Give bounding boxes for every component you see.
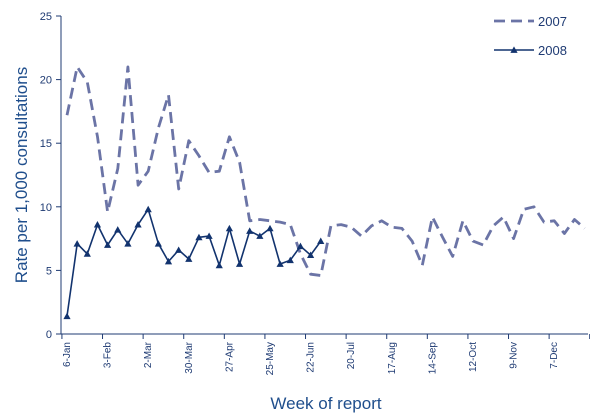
series-2008-line: [66, 208, 322, 317]
legend: 2007 2008: [494, 14, 567, 58]
x-tick-label: 7-Dec: [549, 342, 560, 369]
legend-marker-2008: [510, 46, 518, 53]
series-2008-point: [124, 240, 132, 247]
series-2008-point: [307, 251, 315, 259]
axes: 0 5 10 15 20 25 6-Jan 3-Feb 2-Mar 30-Mar 27-Apr 25-…: [40, 11, 590, 375]
series-2008-point: [144, 205, 152, 213]
series-2008-point: [83, 250, 91, 257]
x-tick-label: 27-Apr: [224, 341, 235, 372]
y-tick-label: 20: [40, 75, 52, 87]
x-tick-label: 14-Sep: [427, 342, 438, 375]
x-tick-label: 6-Jan: [62, 342, 73, 367]
series-2008-point: [175, 246, 183, 253]
legend-label-2008: 2008: [538, 43, 567, 58]
series-2008-point: [185, 255, 193, 262]
y-tick-label: 0: [46, 329, 52, 341]
series-2008-point: [215, 261, 223, 269]
x-tick-label: 2-Mar: [143, 341, 154, 368]
series-2008-point: [205, 232, 213, 239]
x-tick-label: 20-Jul: [346, 342, 357, 369]
series-2008-point: [225, 224, 233, 232]
series-2008-point: [114, 226, 122, 233]
y-tick-label: 25: [40, 11, 52, 23]
y-tick-label: 5: [46, 265, 52, 277]
x-tick-label: 30-Mar: [184, 341, 195, 373]
series-2008-point: [73, 240, 81, 247]
series-2008-point: [154, 240, 162, 247]
y-tick-label: 10: [40, 202, 52, 214]
x-tick-label: 9-Nov: [509, 342, 520, 369]
series-2008-point: [246, 227, 254, 234]
series-layer: [63, 65, 586, 320]
series-2008-point: [164, 257, 173, 265]
series-2008-point: [104, 241, 112, 248]
series-2008-point: [235, 260, 244, 267]
series-2008-point: [134, 221, 142, 228]
x-tick-label: 3-Feb: [103, 342, 114, 369]
series-2008-point: [93, 221, 102, 228]
x-axis-title: Week of report: [270, 394, 381, 413]
series-2007-line: [65, 65, 586, 277]
y-axis-title: Rate per 1,000 consultations: [12, 67, 31, 283]
x-tick-label: 22-Jun: [306, 342, 317, 373]
series-2008-point: [256, 232, 264, 239]
x-tick-label: 17-Aug: [387, 342, 398, 374]
series-2008-point: [266, 224, 274, 232]
x-tick-label: 25-May: [265, 342, 276, 375]
series-2008-point: [195, 233, 203, 241]
x-tick-label: 12-Oct: [468, 342, 479, 372]
y-tick-label: 15: [40, 138, 52, 150]
series-2008-point: [286, 256, 294, 264]
series-2008-point: [276, 260, 284, 267]
series-2008-point: [296, 242, 305, 250]
series-2008-point: [317, 237, 325, 245]
legend-label-2007: 2007: [538, 14, 567, 29]
series-2008-point: [63, 312, 71, 320]
